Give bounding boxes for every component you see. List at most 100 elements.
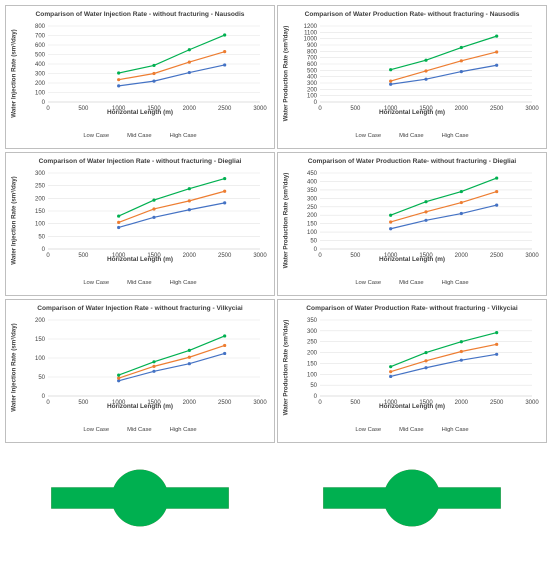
legend-label: Low Case: [83, 280, 110, 286]
y-tick-label: 50: [38, 234, 45, 240]
data-point: [117, 78, 121, 82]
x-tick-label: 500: [78, 253, 89, 259]
legend-label: High Case: [441, 427, 469, 433]
chart-panel-nausodis-injection: Comparison of Water Injection Rate - wit…: [5, 5, 275, 233]
data-point: [424, 359, 428, 363]
data-point: [187, 48, 191, 52]
y-tick-label: 250: [35, 184, 46, 190]
data-point: [495, 352, 499, 356]
x-tick-label: 500: [350, 400, 361, 406]
data-point: [187, 199, 191, 203]
x-axis-label: Horizontal Length (m): [378, 403, 446, 410]
y-tick-label: 200: [307, 213, 318, 219]
legend-label: High Case: [169, 280, 197, 286]
series-line: [390, 353, 497, 378]
legend-label: High Case: [441, 280, 469, 286]
chart-title: Comparison of Water Injection Rate - wit…: [38, 158, 242, 165]
x-tick-label: 2000: [183, 253, 197, 259]
legend-label: High Case: [169, 133, 197, 139]
data-point: [459, 340, 463, 344]
data-point: [117, 225, 121, 230]
data-point: [459, 45, 463, 50]
data-point: [495, 342, 499, 346]
data-point: [187, 348, 191, 352]
data-point: [223, 63, 227, 67]
plot-area: 0 100 200 300 400 500 600 700 800 0 500 1000 1500 200…: [35, 24, 267, 112]
x-tick-label: 500: [350, 253, 361, 259]
y-tick-label: 700: [35, 34, 46, 40]
x-tick-label: 2500: [218, 106, 232, 112]
y-tick-label: 100: [307, 372, 318, 378]
data-point: [223, 351, 227, 356]
y-tick-label: 200: [307, 87, 318, 93]
data-point: [152, 360, 156, 364]
x-tick-label: 3000: [525, 106, 539, 112]
x-axis-label: Horizontal Length (m): [106, 256, 174, 263]
x-tick-label: 1000: [112, 253, 126, 259]
y-tick-label: 800: [307, 49, 318, 55]
data-point: [459, 358, 463, 362]
data-point: [459, 211, 463, 216]
x-axis-label: Horizontal Length (m): [106, 403, 174, 410]
y-tick-label: 350: [307, 188, 318, 194]
legend: Low Case Mid Case High Case: [6, 280, 274, 380]
x-tick-label: 2000: [455, 106, 469, 112]
plot-area: 0 50 100 150 200 250 300 350 0 500 1000 1500 2000 250…: [307, 318, 539, 406]
data-point: [424, 77, 428, 81]
plot-area: 0100200300400500600700800900100011001200…: [304, 24, 540, 112]
y-tick-label: 0: [314, 394, 318, 400]
series-line: [118, 51, 225, 81]
y-tick-label: 300: [35, 72, 46, 78]
legend-label: Low Case: [355, 280, 382, 286]
legend-item: High Case: [323, 427, 501, 527]
x-tick-label: 0: [318, 106, 322, 112]
y-tick-label: 100: [35, 222, 46, 228]
y-tick-label: 300: [307, 329, 318, 335]
y-tick-label: 150: [307, 222, 318, 228]
legend-item: High Case: [51, 427, 229, 527]
y-tick-label: 250: [307, 205, 318, 211]
legend-label: Mid Case: [399, 280, 424, 286]
legend-label: Low Case: [83, 427, 110, 433]
x-tick-label: 1500: [419, 106, 433, 112]
data-point: [424, 210, 428, 214]
x-tick-label: 1000: [384, 106, 398, 112]
data-point: [459, 200, 463, 205]
legend-item: High Case: [323, 133, 501, 233]
series-line: [390, 51, 497, 82]
x-tick-label: 0: [46, 106, 50, 112]
chart-panel-diegliai-production: Comparison of Water Production Rate- wit…: [277, 152, 547, 380]
data-point: [117, 71, 121, 75]
y-tick-label: 300: [307, 196, 318, 202]
y-tick-label: 100: [35, 356, 46, 362]
y-tick-label: 400: [35, 62, 46, 68]
data-point: [389, 227, 393, 231]
series-line: [390, 204, 497, 230]
x-tick-label: 1500: [147, 253, 161, 259]
chart-panel-vilkyciai-production: Comparison of Water Production Rate- wit…: [277, 299, 547, 527]
x-tick-label: 2000: [455, 400, 469, 406]
x-tick-label: 3000: [253, 106, 267, 112]
data-point: [117, 376, 121, 380]
data-point: [459, 70, 463, 74]
x-tick-label: 2000: [183, 400, 197, 406]
data-point: [152, 71, 156, 76]
data-point: [495, 203, 499, 207]
legend-item: High Case: [51, 280, 229, 380]
y-tick-label: 200: [35, 81, 46, 87]
data-point: [187, 187, 191, 191]
chart-panel-vilkyciai-injection: Comparison of Water Injection Rate - wit…: [5, 299, 275, 527]
data-point: [424, 350, 428, 355]
legend-label: Low Case: [355, 427, 382, 433]
x-axis-label: Horizontal Length (m): [378, 256, 446, 263]
y-tick-label: 500: [307, 68, 318, 74]
x-tick-label: 0: [46, 253, 50, 259]
y-tick-label: 0: [314, 247, 318, 253]
series-line: [390, 64, 497, 85]
series-line: [390, 343, 497, 373]
x-tick-label: 1500: [419, 253, 433, 259]
y-tick-label: 1200: [304, 24, 318, 30]
y-tick-label: 100: [307, 230, 318, 236]
y-tick-label: 150: [35, 209, 46, 215]
x-tick-label: 2500: [490, 400, 504, 406]
